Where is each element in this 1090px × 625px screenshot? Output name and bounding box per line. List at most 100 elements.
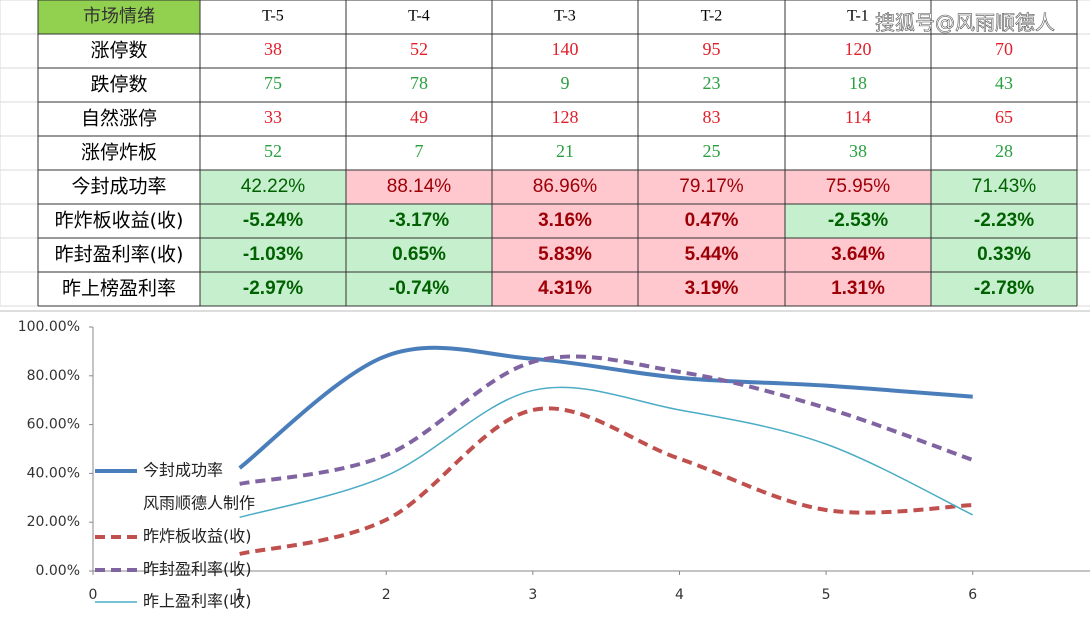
y-tick-label: 100.00% xyxy=(18,319,80,335)
cell-value: -2.23% xyxy=(974,210,1034,231)
cell-fill xyxy=(785,204,931,238)
cell-value: 18 xyxy=(849,73,867,93)
row-label: 昨封盈利率(收) xyxy=(55,244,184,266)
cell-value: 49 xyxy=(410,107,428,127)
header-label: T-1 xyxy=(847,8,869,25)
cell-value: -2.78% xyxy=(974,278,1034,299)
cell-fill xyxy=(638,272,785,306)
series-line xyxy=(239,354,974,486)
cell-value: 140 xyxy=(552,39,579,59)
cell-value: 95 xyxy=(703,39,721,59)
cell-value: 52 xyxy=(410,39,428,59)
row-label: 涨停数 xyxy=(90,40,147,62)
x-tick-label: 6 xyxy=(968,587,977,603)
cell-fill xyxy=(492,238,638,272)
cell-fill xyxy=(492,204,638,238)
cell-value: 88.14% xyxy=(387,176,452,197)
cell-value: 3.16% xyxy=(538,210,592,231)
cell-fill xyxy=(200,170,346,204)
cell-value: 128 xyxy=(552,107,579,127)
row-label: 今封成功率 xyxy=(71,176,166,198)
row-label: 跌停数 xyxy=(90,74,147,96)
cell-value: 65 xyxy=(995,107,1013,127)
legend-note: 风雨顺德人制作 xyxy=(143,494,255,513)
cell-fill xyxy=(346,170,492,204)
cell-value: 38 xyxy=(264,39,282,59)
series-line xyxy=(238,345,973,470)
y-tick-label: 80.00% xyxy=(27,368,80,384)
cell-value: 33 xyxy=(264,107,282,127)
cell-value: 42.22% xyxy=(241,176,306,197)
cell-value: 70 xyxy=(995,39,1013,59)
cell-fill xyxy=(492,170,638,204)
header-label: T-2 xyxy=(701,8,723,25)
cell-value: 114 xyxy=(845,107,871,127)
cell-fill xyxy=(200,238,346,272)
cell-value: 83 xyxy=(703,107,721,127)
cell-value: 52 xyxy=(264,141,282,161)
header-label: T-5 xyxy=(262,8,284,25)
row-label: 昨炸板收益(收) xyxy=(55,210,184,232)
cell-fill xyxy=(200,204,346,238)
cell-value: 25 xyxy=(703,141,721,161)
cell-value: 1.31% xyxy=(831,278,885,299)
cell-value: 4.31% xyxy=(538,278,592,299)
cell-value: 0.33% xyxy=(977,244,1031,265)
watermark: 搜狐号@风雨顺德人 xyxy=(875,11,1055,35)
cell-value: 75.95% xyxy=(826,176,891,197)
legend-label: 昨炸板收益(收) xyxy=(143,527,252,546)
cell-value: 23 xyxy=(703,73,721,93)
cell-value: 5.83% xyxy=(538,244,592,265)
y-tick-label: 0.00% xyxy=(36,563,80,579)
cell-value: 78 xyxy=(410,73,428,93)
y-tick-label: 60.00% xyxy=(27,417,80,433)
cell-value: 5.44% xyxy=(685,244,739,265)
cell-fill xyxy=(931,238,1077,272)
cell-value: 75 xyxy=(264,73,282,93)
cell-fill xyxy=(492,272,638,306)
row-label: 涨停炸板 xyxy=(81,142,157,164)
legend-label: 昨封盈利率(收) xyxy=(143,560,252,579)
x-tick-label: 3 xyxy=(528,587,537,603)
cell-value: 3.64% xyxy=(831,244,885,265)
cell-fill xyxy=(638,204,785,238)
cell-value: 43 xyxy=(995,73,1013,93)
row-label: 昨上榜盈利率 xyxy=(62,278,176,300)
cell-value: 120 xyxy=(845,39,872,59)
cell-fill xyxy=(346,272,492,306)
cell-value: 86.96% xyxy=(533,176,598,197)
cell-value: 0.47% xyxy=(685,210,739,231)
cell-value: 38 xyxy=(849,141,867,161)
x-tick-label: 2 xyxy=(382,587,391,603)
series-line xyxy=(239,406,973,556)
cell-fill xyxy=(346,204,492,238)
cell-value: 3.19% xyxy=(685,278,739,299)
x-tick-label: 5 xyxy=(822,587,831,603)
y-tick-label: 20.00% xyxy=(27,514,80,530)
cell-fill xyxy=(200,272,346,306)
series-line xyxy=(239,386,974,519)
cell-value: -2.97% xyxy=(243,278,303,299)
cell-fill xyxy=(346,238,492,272)
cell-fill xyxy=(931,272,1077,306)
cell-value: 28 xyxy=(995,141,1013,161)
cell-value: 71.43% xyxy=(972,176,1037,197)
cell-value: -1.03% xyxy=(243,244,303,265)
cell-fill xyxy=(785,238,931,272)
cell-fill xyxy=(785,272,931,306)
header-cell xyxy=(38,0,200,34)
cell-fill xyxy=(931,204,1077,238)
row-label: 自然涨停 xyxy=(81,108,157,130)
cell-fill xyxy=(638,238,785,272)
cell-fill xyxy=(931,170,1077,204)
cell-fill xyxy=(785,170,931,204)
cell-value: -3.17% xyxy=(389,210,449,231)
legend-label: 今封成功率 xyxy=(143,461,223,480)
cell-value: 21 xyxy=(556,141,574,161)
cell-value: -0.74% xyxy=(389,278,449,299)
cell-value: 7 xyxy=(415,141,424,161)
cell-value: 79.17% xyxy=(679,176,744,197)
cell-fill xyxy=(638,170,785,204)
